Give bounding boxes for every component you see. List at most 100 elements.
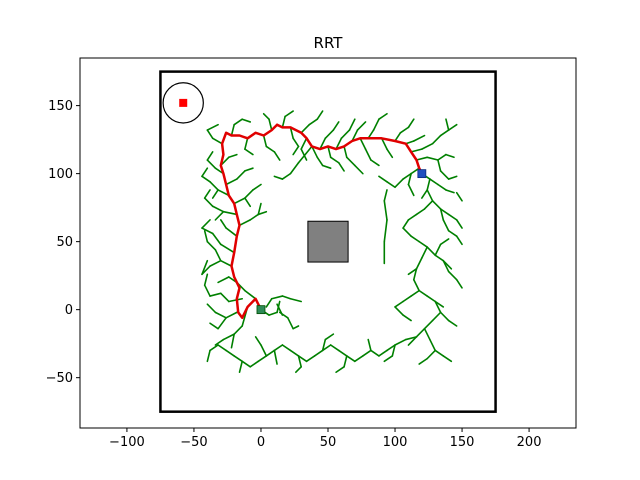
- tree-edge: [214, 338, 225, 346]
- tree-edge: [238, 360, 244, 374]
- tree-edge: [394, 306, 404, 316]
- tree-edge: [297, 355, 308, 363]
- tree-edge: [394, 178, 404, 189]
- tree-edge: [201, 167, 209, 178]
- tree-edge: [402, 219, 410, 229]
- tree-edge: [295, 365, 302, 374]
- tree-edge: [319, 137, 327, 150]
- y-axis-ticks: −50 0 50 100 150: [46, 99, 80, 386]
- x-axis-ticks: −100 −50 0 50 100 150 200: [109, 428, 541, 450]
- tree-edge: [260, 344, 268, 357]
- tree-edge: [383, 355, 394, 363]
- tree-edge: [217, 317, 227, 330]
- tree-edge: [206, 303, 217, 314]
- tree-edge: [370, 349, 380, 357]
- tree-edge: [445, 153, 455, 159]
- tree-edge: [214, 210, 225, 221]
- tree-edge: [426, 349, 437, 360]
- tree-edge: [455, 278, 463, 289]
- tree-edge: [345, 156, 356, 167]
- tree-edge: [426, 189, 434, 202]
- tree-edge: [362, 349, 372, 357]
- tree-edge: [219, 243, 235, 254]
- tree-edge: [410, 289, 420, 297]
- x-tick-label: 100: [383, 435, 408, 450]
- tree-edge: [262, 112, 270, 121]
- tree-edge: [407, 336, 418, 346]
- tree-edge: [217, 276, 230, 284]
- tree-edge: [313, 349, 324, 357]
- tree-edge: [219, 219, 227, 229]
- tree-edge: [268, 118, 273, 131]
- tree-edge: [308, 118, 319, 126]
- y-tick-label: 150: [48, 99, 73, 114]
- tree-edge: [281, 295, 292, 300]
- x-tick-label: 150: [450, 435, 475, 450]
- tree-edge: [421, 189, 429, 199]
- chart-title: RRT: [314, 34, 344, 52]
- tree-edge: [418, 240, 429, 248]
- tree-edge: [297, 355, 302, 368]
- tree-edge: [203, 273, 209, 286]
- tree-edge: [437, 183, 447, 191]
- tree-edge: [201, 219, 211, 229]
- tree-edge: [386, 148, 394, 159]
- tree-edge: [289, 297, 302, 303]
- tree-edge: [249, 213, 260, 221]
- tree-edge: [412, 134, 426, 142]
- tree-edge: [410, 167, 420, 175]
- tree-edge: [367, 129, 375, 140]
- tree-edge: [434, 254, 445, 262]
- tree-edge: [370, 159, 380, 167]
- tree-edge: [241, 360, 252, 368]
- tree-edge: [276, 303, 284, 316]
- tree-edge: [332, 121, 340, 131]
- tree-edge: [244, 289, 257, 300]
- tree-edge: [412, 268, 418, 281]
- tree-edge: [383, 219, 388, 243]
- x-tick-label: −100: [109, 435, 145, 450]
- tree-edge: [391, 344, 396, 357]
- tree-edge: [404, 140, 415, 145]
- tree-edge: [418, 289, 429, 297]
- tree-edge: [421, 142, 434, 150]
- x-tick-label: 0: [257, 435, 265, 450]
- tree-edge: [228, 153, 238, 159]
- tree-edge: [300, 148, 308, 161]
- tree-edge: [327, 145, 332, 159]
- tree-edge: [447, 123, 458, 131]
- x-tick-label: 200: [517, 435, 542, 450]
- tree-edge: [286, 317, 294, 330]
- tree-edge: [201, 175, 211, 183]
- tree-edge: [343, 355, 348, 368]
- tree-edge: [225, 349, 235, 357]
- tree-edge: [335, 137, 343, 150]
- tree-edge: [447, 319, 458, 327]
- tree-edge: [292, 325, 300, 330]
- tree-edge: [321, 338, 327, 352]
- tree-edge: [378, 349, 388, 357]
- tree-edge: [407, 183, 415, 197]
- y-tick-label: 0: [65, 303, 73, 318]
- tree-edge: [399, 126, 410, 134]
- tree-edge: [410, 235, 420, 243]
- tree-edge: [445, 118, 450, 131]
- tree-edge: [386, 180, 396, 189]
- tree-edge: [378, 175, 388, 183]
- tree-edge: [289, 161, 300, 175]
- tree-edge: [206, 349, 211, 363]
- tree-edge: [257, 202, 262, 216]
- path-line: [219, 123, 424, 320]
- tree-edge: [284, 110, 294, 118]
- tree-edge: [214, 311, 227, 319]
- tree-edge: [289, 349, 300, 357]
- obstacle-rect: [307, 220, 349, 263]
- goal-region-circle: [162, 82, 204, 124]
- goal-marker: [179, 98, 188, 107]
- tree-edge: [273, 344, 284, 352]
- tree-edge: [439, 129, 450, 137]
- start-marker: [256, 305, 266, 315]
- tree-edge: [351, 129, 359, 142]
- tree-edge: [268, 311, 278, 316]
